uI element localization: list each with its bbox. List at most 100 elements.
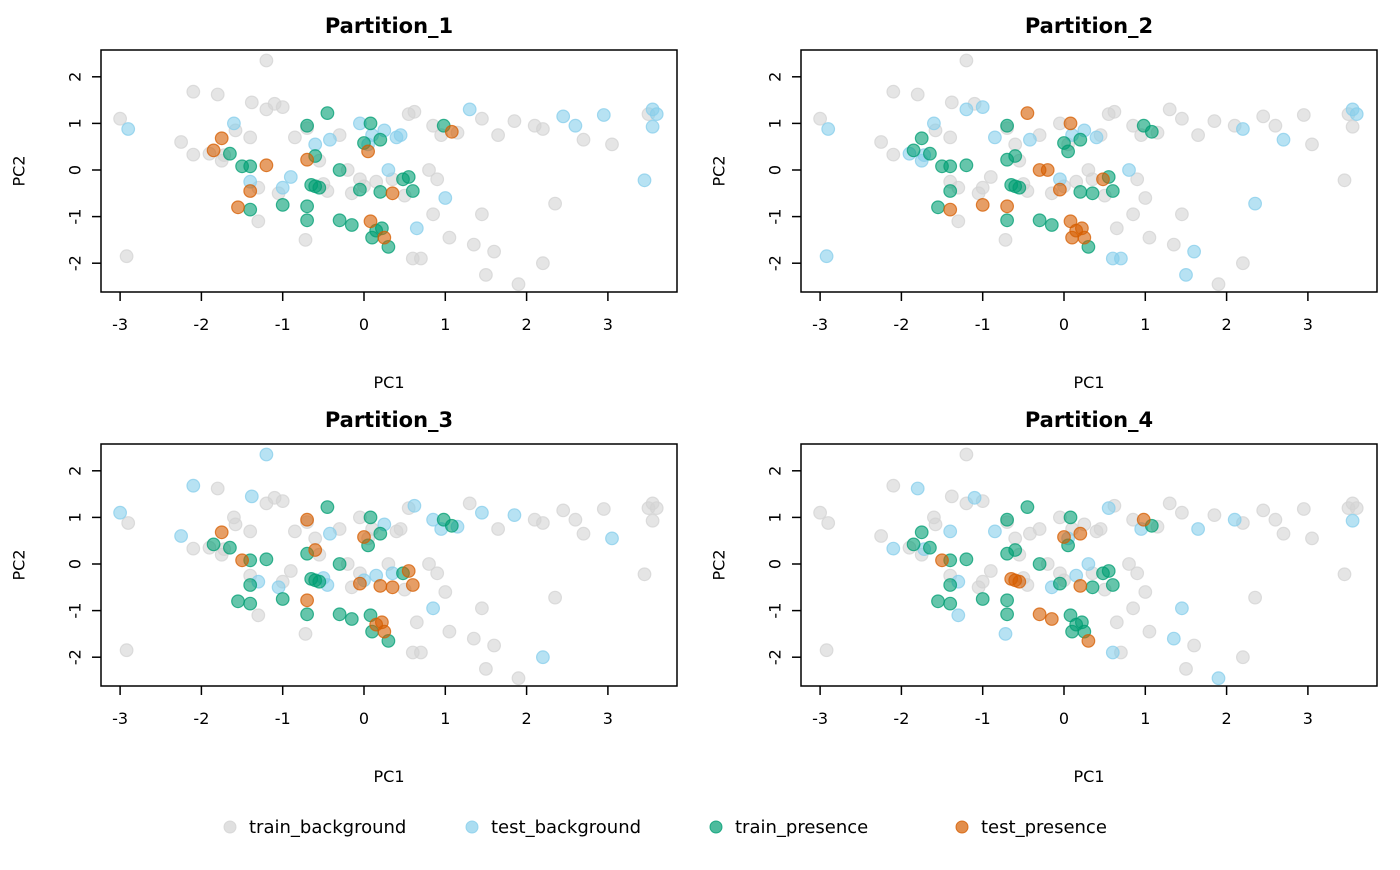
x-tick-label: 1 bbox=[1140, 709, 1150, 728]
point-test-background bbox=[121, 122, 136, 136]
point-train-background bbox=[1191, 128, 1205, 143]
y-tick-label: 2 bbox=[766, 466, 785, 476]
point-test-background bbox=[536, 650, 550, 665]
point-test-presence bbox=[1136, 512, 1151, 527]
point-test-presence bbox=[235, 553, 250, 568]
point-train-background bbox=[1345, 119, 1360, 134]
point-test-background bbox=[409, 221, 424, 236]
x-tick-label: 0 bbox=[359, 709, 369, 728]
point-test-background bbox=[323, 132, 337, 147]
point-train-background bbox=[1109, 221, 1124, 236]
y-axis-label: PC2 bbox=[710, 550, 729, 581]
point-train-background bbox=[479, 662, 493, 676]
point-train-background bbox=[1268, 512, 1283, 527]
point-test-background bbox=[967, 490, 982, 505]
point-train-background bbox=[1166, 237, 1181, 252]
point-train-background bbox=[1008, 531, 1023, 546]
panel-3: Partition_3 -3 -2 -1 0 1 2 3 -2 -1 0 1 2 PC1 PC2 bbox=[10, 408, 678, 786]
point-test-background bbox=[1166, 631, 1181, 646]
point-test-presence bbox=[300, 512, 315, 527]
point-train-background bbox=[1296, 108, 1311, 122]
panel-2: Partition_2 -3 -2 -1 0 1 2 3 -2 -1 0 1 2 PC1 PC2 bbox=[710, 14, 1378, 392]
point-train-background bbox=[430, 172, 445, 187]
point-train-background bbox=[430, 566, 445, 581]
y-tick-label: 2 bbox=[66, 72, 85, 82]
point-train-presence bbox=[1000, 607, 1014, 622]
x-tick-label: -1 bbox=[975, 315, 991, 334]
y-tick-label: 2 bbox=[66, 466, 85, 476]
point-test-presence bbox=[1063, 116, 1078, 131]
points bbox=[813, 53, 1364, 292]
point-train-background bbox=[1179, 662, 1193, 676]
y-axis-label: PC2 bbox=[10, 156, 29, 187]
point-test-background bbox=[1023, 132, 1037, 147]
point-train-presence bbox=[914, 131, 929, 146]
x-tick-label: -1 bbox=[275, 315, 291, 334]
point-test-background bbox=[244, 489, 259, 504]
point-train-background bbox=[605, 137, 619, 152]
point-test-presence bbox=[1052, 182, 1067, 197]
point-test-presence bbox=[405, 578, 420, 592]
point-train-background bbox=[422, 163, 436, 177]
point-train-background bbox=[409, 615, 424, 630]
point-train-background bbox=[487, 244, 502, 259]
point-train-background bbox=[210, 481, 225, 496]
point-train-background bbox=[1305, 137, 1319, 152]
x-tick-label: 3 bbox=[603, 709, 613, 728]
point-train-background bbox=[251, 214, 266, 229]
point-train-background bbox=[959, 447, 974, 462]
point-test-background bbox=[1187, 244, 1201, 259]
point-test-background bbox=[951, 608, 966, 623]
point-train-background bbox=[596, 502, 611, 516]
point-train-background bbox=[259, 53, 274, 68]
point-train-background bbox=[556, 503, 571, 518]
point-train-presence bbox=[943, 578, 958, 592]
point-train-background bbox=[821, 516, 836, 530]
point-train-presence bbox=[312, 574, 327, 589]
point-test-background bbox=[1113, 251, 1128, 266]
point-train-background bbox=[1122, 557, 1136, 571]
y-tick-label: 0 bbox=[66, 165, 85, 175]
point-test-background bbox=[275, 180, 290, 195]
point-train-background bbox=[1032, 522, 1047, 536]
point-train-presence bbox=[275, 197, 290, 212]
point-train-presence bbox=[206, 537, 221, 552]
y-tick-label: -2 bbox=[766, 649, 785, 665]
point-train-background bbox=[819, 643, 834, 658]
point-test-presence bbox=[300, 152, 315, 167]
x-tick-label: 2 bbox=[522, 709, 532, 728]
x-tick-label: 3 bbox=[603, 315, 613, 334]
y-tick-label: 0 bbox=[66, 559, 85, 569]
point-train-background bbox=[886, 84, 901, 99]
point-test-presence bbox=[231, 200, 245, 215]
x-tick-label: -3 bbox=[812, 315, 828, 334]
point-train-background bbox=[228, 517, 243, 532]
point-train-background bbox=[119, 249, 134, 264]
point-train-background bbox=[536, 256, 550, 271]
point-test-background bbox=[821, 122, 836, 136]
point-test-background bbox=[637, 173, 652, 188]
point-test-background bbox=[1081, 557, 1096, 571]
point-test-background bbox=[910, 481, 925, 496]
point-test-background bbox=[1101, 501, 1116, 516]
point-test-presence bbox=[444, 124, 459, 139]
point-train-background bbox=[944, 489, 959, 504]
point-train-background bbox=[1337, 567, 1352, 582]
point-train-background bbox=[1162, 496, 1177, 511]
x-axis-label: PC1 bbox=[374, 767, 405, 786]
point-train-presence bbox=[1000, 512, 1014, 527]
point-train-background bbox=[288, 524, 302, 539]
point-train-background bbox=[511, 277, 526, 292]
y-tick-label: -2 bbox=[766, 255, 785, 271]
point-train-background bbox=[186, 84, 201, 99]
point-train-background bbox=[1235, 256, 1250, 271]
point-train-presence bbox=[1144, 124, 1159, 139]
point-train-background bbox=[983, 170, 998, 184]
point-train-background bbox=[910, 87, 925, 102]
point-train-background bbox=[576, 132, 591, 147]
point-train-background bbox=[1268, 118, 1283, 133]
point-train-background bbox=[288, 130, 302, 145]
panel-1: Partition_1 -3 -2 -1 0 1 2 3 -2 -1 0 1 2 PC1 PC2 bbox=[10, 14, 678, 392]
point-train-background bbox=[951, 214, 966, 229]
